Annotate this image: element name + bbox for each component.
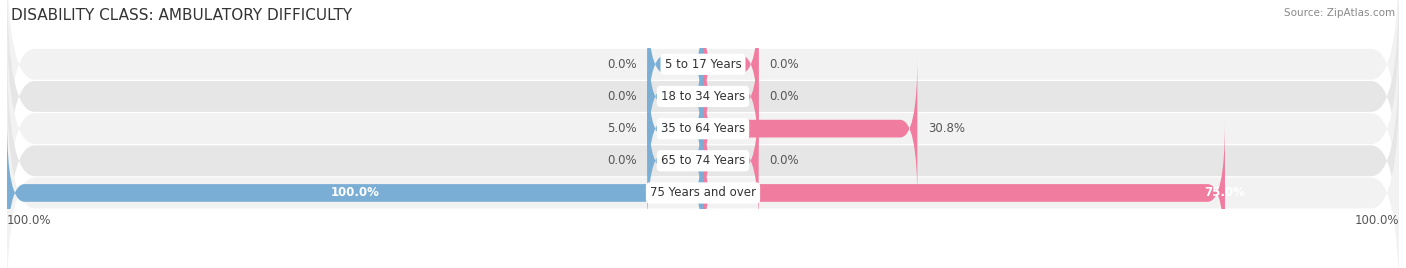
FancyBboxPatch shape — [647, 89, 703, 232]
FancyBboxPatch shape — [703, 25, 759, 168]
FancyBboxPatch shape — [7, 16, 1399, 242]
FancyBboxPatch shape — [703, 121, 1225, 265]
FancyBboxPatch shape — [7, 48, 1399, 268]
FancyBboxPatch shape — [703, 89, 759, 232]
Text: 100.0%: 100.0% — [330, 187, 380, 199]
FancyBboxPatch shape — [7, 121, 703, 265]
Text: 35 to 64 Years: 35 to 64 Years — [661, 122, 745, 135]
FancyBboxPatch shape — [7, 80, 1399, 268]
Text: 75 Years and over: 75 Years and over — [650, 187, 756, 199]
FancyBboxPatch shape — [7, 0, 1399, 210]
Text: 75.0%: 75.0% — [1204, 187, 1244, 199]
Text: 0.0%: 0.0% — [607, 90, 637, 103]
FancyBboxPatch shape — [647, 57, 703, 200]
FancyBboxPatch shape — [647, 0, 703, 136]
FancyBboxPatch shape — [703, 0, 759, 136]
FancyBboxPatch shape — [647, 25, 703, 168]
Text: 30.8%: 30.8% — [928, 122, 965, 135]
Text: 5 to 17 Years: 5 to 17 Years — [665, 58, 741, 71]
Text: 0.0%: 0.0% — [607, 58, 637, 71]
Text: 5.0%: 5.0% — [607, 122, 637, 135]
Text: 18 to 34 Years: 18 to 34 Years — [661, 90, 745, 103]
Text: DISABILITY CLASS: AMBULATORY DIFFICULTY: DISABILITY CLASS: AMBULATORY DIFFICULTY — [11, 8, 353, 23]
Text: 0.0%: 0.0% — [607, 154, 637, 167]
FancyBboxPatch shape — [7, 0, 1399, 177]
Text: 65 to 74 Years: 65 to 74 Years — [661, 154, 745, 167]
Text: Source: ZipAtlas.com: Source: ZipAtlas.com — [1284, 8, 1395, 18]
Text: 100.0%: 100.0% — [7, 214, 52, 227]
Text: 0.0%: 0.0% — [769, 154, 799, 167]
Text: 0.0%: 0.0% — [769, 58, 799, 71]
Text: 100.0%: 100.0% — [1354, 214, 1399, 227]
Text: 0.0%: 0.0% — [769, 90, 799, 103]
FancyBboxPatch shape — [703, 57, 917, 200]
